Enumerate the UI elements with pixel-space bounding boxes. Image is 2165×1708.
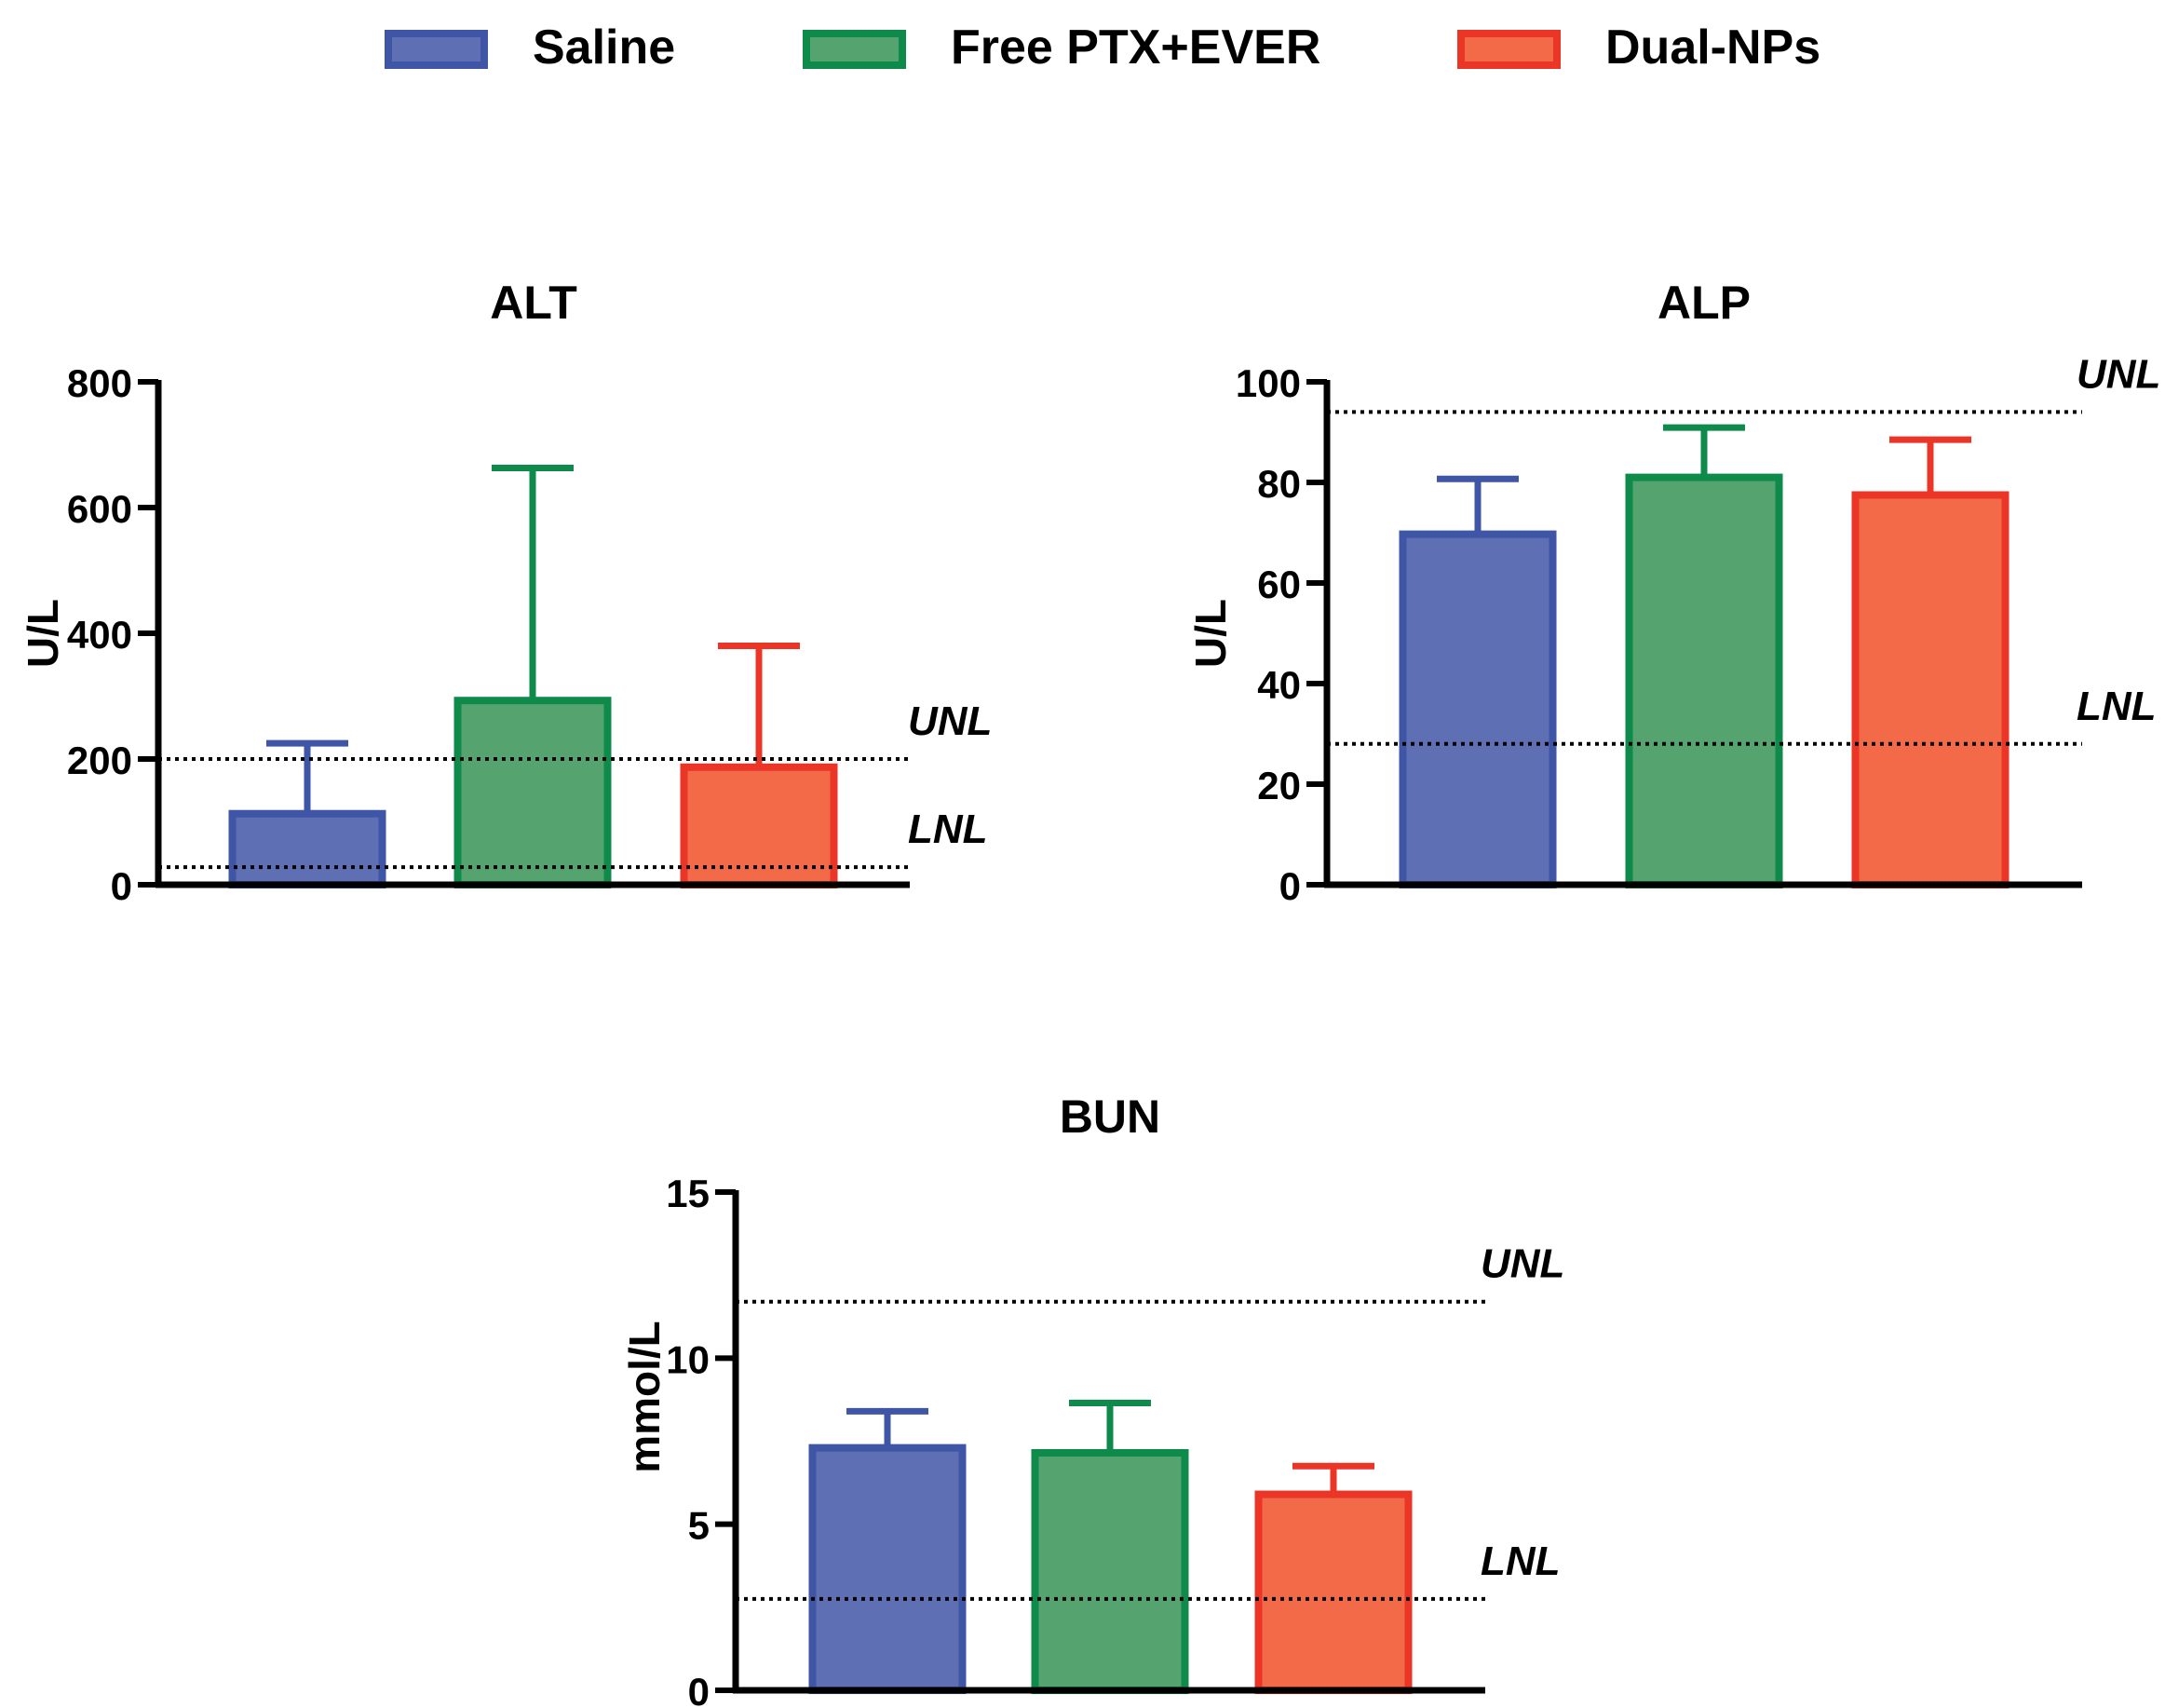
y-tick-label: 600 [67,487,132,531]
legend-label-2: Dual-NPs [1605,20,1820,75]
chart-bun: BUN mmol/L UNL LNL 0 5 10 15 [620,1091,1564,1708]
y-tick-label: 10 [666,1337,710,1381]
y-tick-label: 0 [111,864,132,908]
bar-1 [1625,473,1783,888]
chart-alp: ALP U/L UNL LNL 0 20 40 60 80 100 [1186,277,2160,908]
y-tick-label: 5 [688,1504,710,1548]
chart-title: BUN [1060,1091,1160,1143]
reference-label-lnl: LNL [2077,684,2157,729]
y-tick-label: 40 [1257,663,1301,707]
y-tick-label: 100 [1236,361,1301,405]
y-tick-label: 15 [666,1172,710,1215]
y-tick-label: 60 [1257,563,1301,606]
chart-title: ALP [1658,277,1751,329]
bar-0 [228,809,386,888]
reference-label-unl: UNL [908,698,992,744]
chart-title: ALT [490,277,576,329]
bar-0 [1399,530,1557,888]
legend-label-1: Free PTX+EVER [951,20,1320,75]
bar-0 [808,1444,967,1694]
legend-label-0: Saline [533,20,675,75]
legend-swatch-2 [1457,30,1561,69]
y-axis-label: U/L [19,599,67,668]
bar-2 [1851,491,2009,888]
y-tick-label: 800 [67,361,132,405]
y-tick-label: 400 [67,613,132,657]
y-tick-label: 20 [1257,764,1301,807]
reference-label-unl: UNL [1481,1241,1564,1287]
bar-1 [453,697,612,888]
y-tick-label: 200 [67,739,132,782]
y-tick-label: 0 [1279,864,1301,908]
legend-swatch-0 [385,30,488,69]
bar-2 [1254,1490,1413,1694]
reference-label-lnl: LNL [1481,1539,1561,1584]
reference-label-lnl: LNL [908,807,988,852]
bar-1 [1031,1448,1189,1694]
y-axis-label: mmol/L [620,1321,669,1473]
legend: Saline Free PTX+EVER Dual-NPs [385,20,1820,75]
y-tick-label: 80 [1257,462,1301,506]
y-axis-label: U/L [1186,599,1235,668]
reference-label-unl: UNL [2077,351,2160,397]
y-tick-label: 0 [688,1670,710,1708]
chart-alt: ALT U/L UNL LNL 0 200 400 600 800 [19,277,992,908]
legend-swatch-1 [803,30,906,69]
